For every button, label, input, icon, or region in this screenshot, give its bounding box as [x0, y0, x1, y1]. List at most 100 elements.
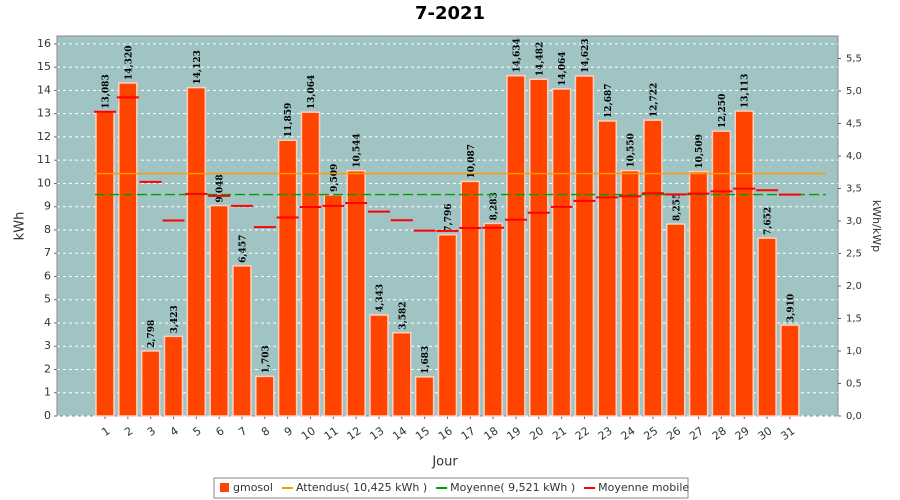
data-label: 7,652: [764, 207, 774, 235]
y-tick-label: 15: [37, 60, 51, 73]
bar: [140, 350, 161, 417]
data-label: 14,320: [124, 46, 134, 80]
data-label: 14,634: [512, 38, 522, 72]
data-label: 10,544: [353, 133, 363, 167]
y2-tick-label: 2,0: [846, 281, 862, 292]
x-tick-label: 11: [322, 424, 341, 443]
data-label: 7,796: [444, 204, 454, 232]
bar: [118, 82, 138, 417]
x-tick-label: 1: [99, 424, 112, 439]
y2-tick-label: 3,5: [846, 183, 862, 194]
x-tick-label: 27: [687, 424, 706, 443]
data-label: 12,250: [718, 94, 728, 128]
data-label: 9,048: [216, 174, 226, 202]
data-label: 6,457: [238, 235, 248, 263]
y2-tick-label: 4,0: [846, 151, 862, 162]
y2-tick-label: 1,0: [846, 346, 862, 357]
bar: [734, 110, 754, 417]
x-tick-label: 15: [413, 424, 432, 443]
x-tick-label: 28: [710, 424, 729, 443]
data-label: 8,255: [672, 193, 682, 221]
data-label: 10,087: [467, 144, 477, 178]
x-tick-label: 31: [778, 424, 797, 443]
y2-tick-label: 4,5: [846, 118, 862, 129]
data-label: 14,064: [558, 51, 568, 85]
x-tick-label: 5: [191, 424, 204, 439]
data-label: 4,343: [375, 284, 385, 312]
x-tick-label: 3: [145, 424, 158, 439]
bar: [277, 139, 298, 417]
bar: [437, 233, 458, 417]
bar: [574, 75, 595, 417]
data-label: 13,064: [307, 75, 317, 109]
bar: [688, 170, 709, 417]
data-label: 14,623: [581, 38, 591, 72]
bar: [529, 78, 549, 417]
bar: [163, 335, 184, 417]
y-axis-label: kWh: [13, 212, 28, 241]
y-tick-label: 8: [44, 223, 51, 236]
y2-tick-label: 0,5: [846, 378, 862, 389]
bar: [551, 88, 572, 417]
data-label: 12,722: [649, 83, 659, 117]
data-label: 1,703: [261, 345, 271, 373]
x-tick-label: 2: [122, 424, 135, 439]
data-label: 1,683: [421, 346, 431, 374]
data-label: 12,687: [604, 84, 614, 118]
bar: [300, 111, 321, 417]
data-label: 13,083: [102, 74, 112, 108]
x-tick-label: 26: [664, 424, 683, 443]
y2-tick-label: 3,0: [846, 216, 862, 227]
x-tick-label: 21: [550, 424, 569, 443]
y2-axis-label: kWh/kWp: [870, 200, 883, 252]
x-tick-label: 17: [459, 424, 478, 443]
x-tick-label: 29: [733, 424, 752, 443]
bar: [95, 110, 115, 417]
legend-label: gmosol: [233, 481, 273, 494]
bar: [506, 74, 526, 417]
legend: [213, 477, 689, 499]
bar: [346, 170, 366, 417]
data-label: 10,550: [627, 133, 637, 167]
bar: [460, 180, 481, 417]
y-tick-label: 6: [44, 269, 51, 282]
y-tick-label: 16: [37, 37, 51, 50]
bar: [323, 194, 344, 417]
bar: [711, 130, 732, 417]
x-tick-label: 4: [168, 424, 181, 439]
y-tick-label: 7: [44, 246, 51, 259]
bar: [780, 324, 800, 417]
y2-tick-label: 5,0: [846, 86, 862, 97]
data-label: 13,113: [741, 74, 751, 108]
x-tick-label: 18: [482, 424, 501, 443]
x-tick-label: 10: [299, 424, 318, 443]
data-label: 11,859: [284, 103, 294, 137]
legend-label: Attendus( 10,425 kWh ): [296, 481, 427, 494]
bar: [620, 169, 640, 417]
data-label: 3,582: [398, 302, 408, 330]
bar: [255, 375, 275, 417]
legend-label: Moyenne( 9,521 kWh ): [450, 481, 575, 494]
data-label: 9,509: [330, 164, 340, 192]
bar: [597, 120, 618, 417]
data-label: 8,283: [490, 192, 500, 220]
y-tick-label: 2: [44, 362, 51, 375]
y2-tick-label: 2,5: [846, 248, 862, 259]
bar: [666, 223, 686, 417]
chart-title: 7-2021: [415, 3, 485, 24]
y-tick-label: 0: [44, 409, 51, 422]
x-tick-label: 12: [345, 424, 364, 443]
bar: [186, 86, 207, 417]
data-label: 14,123: [193, 50, 203, 84]
x-tick-label: 14: [390, 424, 409, 443]
x-tick-label: 22: [573, 424, 592, 443]
y-tick-label: 3: [44, 339, 51, 352]
y2-tick-label: 1,5: [846, 313, 862, 324]
x-tick-label: 9: [282, 424, 295, 439]
x-tick-label: 6: [213, 424, 226, 439]
bar: [232, 265, 252, 417]
bar: [392, 331, 412, 417]
legend-swatch: [220, 483, 229, 492]
x-tick-label: 24: [619, 424, 638, 443]
